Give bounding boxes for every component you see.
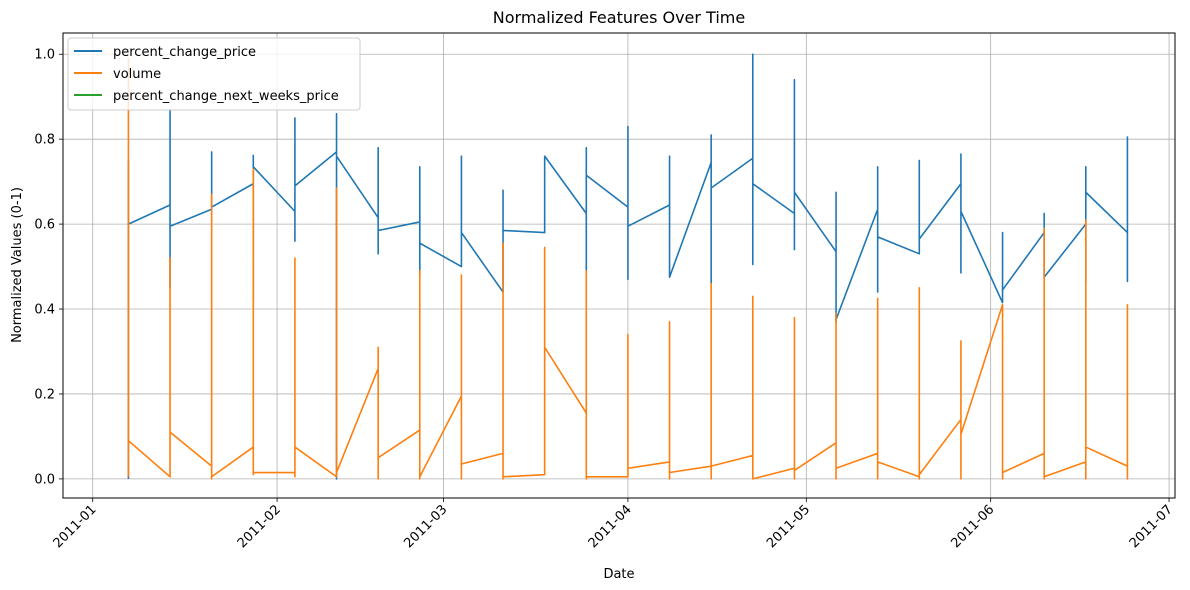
y-axis: 0.0 0.2 0.4 0.6 0.8 1.0 <box>34 48 63 487</box>
plot-frame <box>62 32 1176 499</box>
y-tick-label: 0.2 <box>34 387 55 402</box>
legend-box <box>67 37 361 111</box>
x-tick-label: 2011-01 <box>51 502 100 551</box>
y-tick-label: 0.0 <box>34 472 55 487</box>
legend-label: percent_change_next_weeks_price <box>113 89 339 104</box>
y-tick-label: 1.0 <box>34 48 55 63</box>
chart-title: Normalized Features Over Time <box>493 8 745 27</box>
x-tick-label: 2011-05 <box>764 502 813 551</box>
x-tick-label: 2011-04 <box>586 502 635 551</box>
y-tick-label: 0.8 <box>34 133 55 148</box>
grid <box>63 33 1175 498</box>
series-layer <box>127 53 1129 480</box>
y-tick-label: 0.4 <box>34 303 55 318</box>
x-tick-label: 2011-07 <box>1127 502 1176 551</box>
x-tick-label: 2011-03 <box>401 502 450 551</box>
x-tick-label: 2011-02 <box>235 502 284 551</box>
legend-label: volume <box>113 67 161 82</box>
x-tick-label: 2011-06 <box>948 502 997 551</box>
x-axis-label: Date <box>603 567 634 582</box>
series-line-percent-change-price <box>127 53 1129 480</box>
legend-label: percent_change_price <box>113 45 256 60</box>
x-axis: 2011-01 2011-02 2011-03 2011-04 2011-05 2011-… <box>51 498 1176 551</box>
y-axis-label: Normalized Values (0-1) <box>10 187 25 343</box>
y-tick-label: 0.6 <box>34 218 55 233</box>
series-line-volume <box>127 57 1129 480</box>
